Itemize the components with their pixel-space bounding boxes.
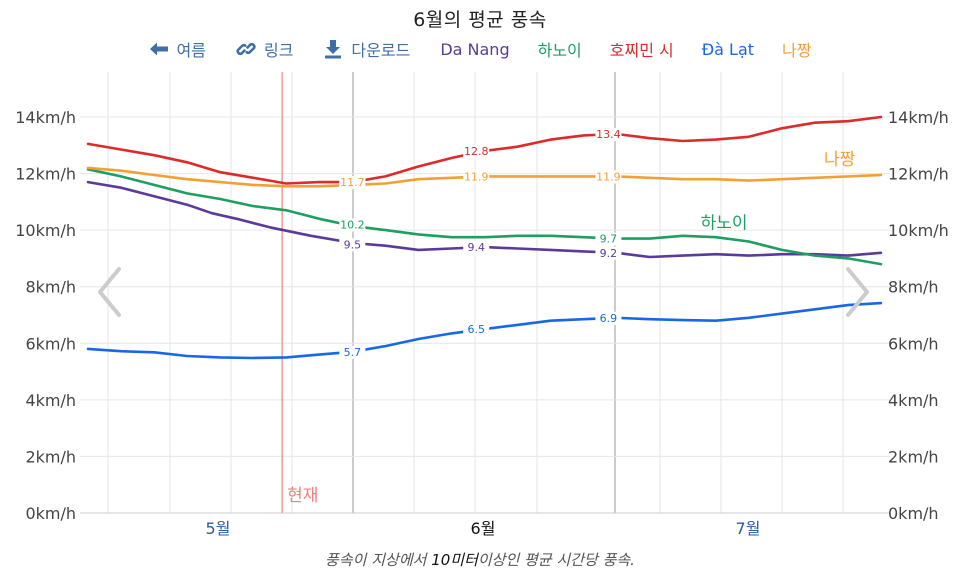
y-tick-label-left: 6km/h <box>25 334 76 353</box>
series-label: 나짱 <box>824 150 856 170</box>
data-label: 13.4 <box>596 128 621 141</box>
y-tick-label-right: 8km/h <box>888 278 939 297</box>
arrow-left-icon <box>149 42 168 56</box>
link-label: 링크 <box>263 41 294 60</box>
toolbar: 여름 링크 다운로드 Da Nang 하노이 호찌민 시 Đà Lạt 나짱 <box>0 36 960 62</box>
y-tick-label-left: 4km/h <box>25 391 76 410</box>
y-tick-label-right: 6km/h <box>888 334 939 353</box>
series-label: 하노이 <box>701 214 748 234</box>
data-label: 5.7 <box>344 346 362 359</box>
legend-item-da-nang[interactable]: Da Nang <box>440 39 510 59</box>
data-label-background <box>339 176 366 190</box>
data-label: 6.9 <box>600 312 618 325</box>
data-label-background <box>595 311 622 325</box>
link-icon <box>236 42 256 56</box>
legend-item-hcmc[interactable]: 호찌민 시 <box>609 41 674 60</box>
data-label-background <box>595 170 622 184</box>
data-label-background <box>463 144 490 158</box>
data-label: 9.2 <box>600 247 618 260</box>
y-tick-label-right: 14km/h <box>888 108 949 127</box>
data-label: 11.9 <box>464 170 489 183</box>
x-tick-label: 7월 <box>736 519 761 538</box>
current-marker-label: 현재 <box>287 486 318 506</box>
data-label-background <box>595 127 622 141</box>
legend-item-dalat[interactable]: Đà Lạt <box>701 39 755 59</box>
y-tick-label-left: 8km/h <box>25 278 76 297</box>
data-label: 11.7 <box>340 176 365 189</box>
data-label: 9.7 <box>600 233 618 246</box>
data-label: 10.2 <box>340 218 365 231</box>
y-tick-label-right: 0km/h <box>888 504 939 523</box>
download-icon <box>325 40 342 59</box>
data-label-background <box>463 241 490 255</box>
y-tick-label-right: 2km/h <box>888 447 939 466</box>
data-label-background <box>463 170 490 184</box>
data-label-background <box>339 238 366 252</box>
data-label-background <box>463 323 490 337</box>
legend-item-nha-trang[interactable]: 나짱 <box>782 41 812 60</box>
chart-title: 6월의 평균 풍속 <box>413 9 547 31</box>
y-tick-label-left: 2km/h <box>25 447 76 466</box>
summer-button[interactable]: 여름 <box>149 37 206 61</box>
y-tick-label-right: 10km/h <box>888 221 949 240</box>
caption: 풍속이 지상에서 10미터이상인 평균 시간당 풍속. <box>0 549 960 570</box>
y-tick-label-right: 4km/h <box>888 391 939 410</box>
series-line-hanoi <box>86 168 883 266</box>
data-label: 12.8 <box>464 145 489 158</box>
data-label: 11.9 <box>596 170 621 183</box>
download-label: 다운로드 <box>351 41 411 60</box>
data-label-background <box>595 246 622 260</box>
data-label: 9.5 <box>344 238 362 251</box>
data-label-background <box>339 218 366 232</box>
y-tick-label-left: 10km/h <box>15 221 76 240</box>
x-tick-label: 5월 <box>206 519 231 538</box>
caption-post: 이상인 평균 시간당 풍속. <box>477 551 635 569</box>
link-button[interactable]: 링크 <box>236 37 293 61</box>
caption-pre: 풍속이 지상에서 <box>325 551 432 569</box>
x-tick-label: 6월 <box>471 519 496 538</box>
data-label-background <box>339 345 366 359</box>
summer-label: 여름 <box>176 41 206 60</box>
y-tick-label-left: 12km/h <box>15 165 76 184</box>
data-label: 9.4 <box>467 241 485 254</box>
y-tick-label-right: 12km/h <box>888 165 949 184</box>
caption-bold: 10미터 <box>431 551 478 569</box>
prev-month-arrow-icon[interactable] <box>95 266 125 318</box>
next-month-arrow-icon[interactable] <box>842 266 872 318</box>
data-label-background <box>595 232 622 246</box>
y-tick-label-left: 0km/h <box>25 504 76 523</box>
data-label: 6.5 <box>467 323 485 336</box>
download-button[interactable]: 다운로드 <box>323 37 410 61</box>
legend-item-hanoi[interactable]: 하노이 <box>537 41 582 60</box>
y-tick-label-left: 14km/h <box>15 108 76 127</box>
